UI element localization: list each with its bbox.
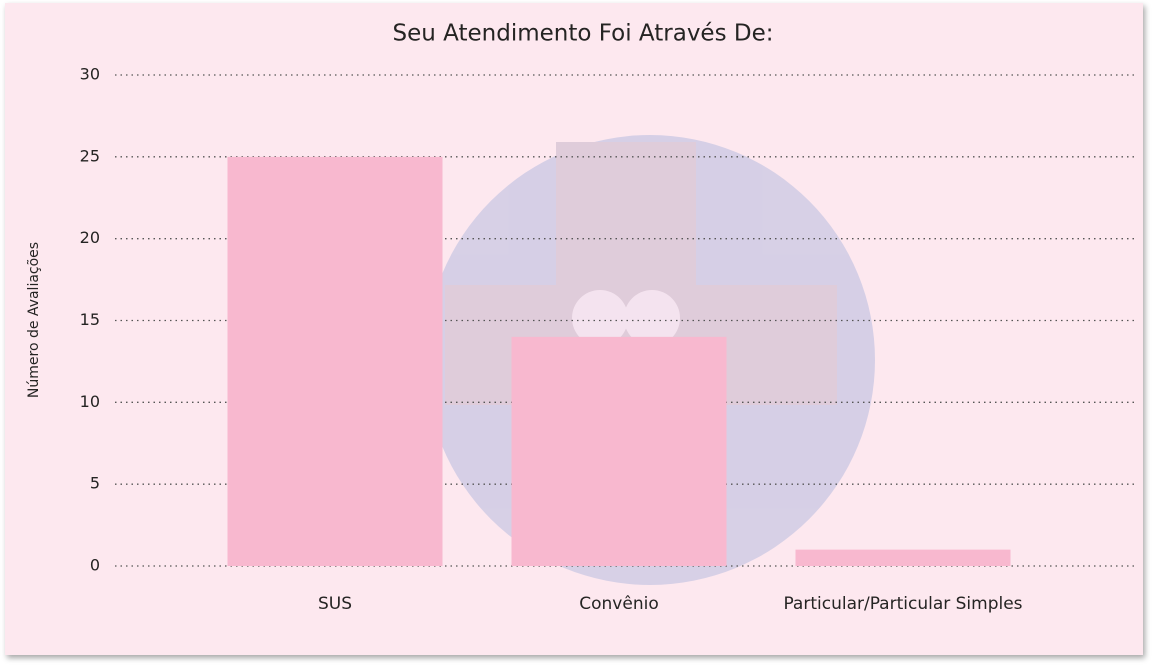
x-tick-label: Particular/Particular Simples: [783, 594, 1022, 614]
x-tick-label: Convênio: [579, 594, 658, 614]
bar: [227, 156, 443, 567]
y-tick-label: 0: [90, 556, 100, 575]
y-tick-label: 30: [80, 65, 100, 84]
chart-title: Seu Atendimento Foi Através De:: [393, 21, 774, 47]
bar: [795, 549, 1011, 566]
y-tick-label: 15: [80, 310, 100, 329]
y-axis-title: Número de Avaliações: [26, 242, 42, 398]
y-tick-label: 25: [80, 146, 100, 165]
y-tick-label: 10: [80, 392, 100, 411]
x-tick-label: SUS: [318, 594, 352, 614]
y-tick-label: 5: [90, 474, 100, 493]
bar: [511, 336, 727, 566]
y-tick-label: 20: [80, 228, 100, 247]
